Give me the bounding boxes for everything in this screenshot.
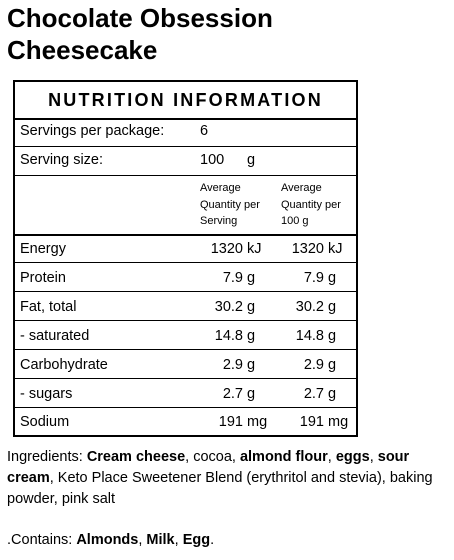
column-header-line: Quantity per: [281, 198, 341, 211]
serving-size-value: 100: [200, 152, 225, 168]
nutrient-label: Energy: [20, 241, 66, 257]
per-serving-unit: g: [247, 328, 256, 344]
allergen-name: Almonds: [76, 532, 139, 548]
nutrition-panel: NUTRITION INFORMATION Servings per packa…: [13, 80, 358, 437]
per-100g-value: 14.8: [295, 328, 324, 344]
per-100g-unit: g: [328, 328, 337, 344]
divider: [15, 118, 356, 120]
per-serving-value: 191: [218, 414, 243, 430]
nutrient-label: - sugars: [20, 386, 73, 402]
ingredients-label: Ingredients:: [7, 449, 87, 465]
per-serving-unit: mg: [247, 414, 268, 430]
servings-value: 6: [200, 123, 209, 139]
divider: [15, 262, 356, 263]
allergen-ingredient: eggs: [335, 449, 370, 465]
allergen-statement: .Contains: Almonds, Milk, Egg.: [7, 530, 214, 550]
column-header-line: Average: [281, 182, 322, 194]
nutrient-label: Sodium: [20, 414, 70, 430]
per-100g-unit: g: [328, 386, 337, 402]
allergen-ingredient: Cream cheese: [86, 449, 186, 465]
nutrient-label: Fat, total: [20, 299, 77, 315]
contains-separator: ,: [138, 532, 147, 548]
divider: [15, 320, 356, 321]
ingredients-statement: Ingredients: Cream cheese, cocoa, almond…: [7, 447, 452, 510]
column-header-line: 100 g: [281, 215, 309, 227]
per-100g-value: 1320: [291, 241, 324, 257]
per-100g-unit: g: [328, 357, 337, 373]
ingredients-text: , cocoa,: [185, 449, 240, 465]
ingredients-text: ,: [369, 449, 378, 465]
allergen-ingredient: almond flour: [239, 449, 328, 465]
divider: [15, 378, 356, 379]
divider: [15, 175, 356, 176]
per-serving-unit: g: [247, 357, 256, 373]
product-title-line-2: Cheesecake: [7, 35, 158, 65]
per-100g-value: 191: [299, 414, 324, 430]
serving-size-label: Serving size:: [20, 152, 104, 168]
divider: [15, 407, 356, 408]
divider: [15, 146, 356, 147]
per-100g-value: 30.2: [295, 299, 324, 315]
per-100g-unit: g: [328, 270, 337, 286]
allergen-ingredient: sour cream: [7, 449, 410, 486]
contains-separator: ,: [174, 532, 183, 548]
per-serving-value: 2.7: [222, 386, 243, 402]
column-header-line: Serving: [200, 215, 238, 227]
product-title-line-1: Chocolate Obsession: [7, 3, 273, 33]
panel-heading: NUTRITION INFORMATION: [48, 90, 323, 110]
per-100g-value: 2.7: [303, 386, 324, 402]
per-serving-unit: kJ: [247, 241, 262, 257]
ingredients-text: , Keto Place Sweetener Blend (erythritol…: [7, 470, 433, 507]
contains-label: .Contains:: [7, 532, 77, 548]
column-header-line: Quantity per: [200, 198, 260, 211]
serving-size-unit: g: [247, 152, 256, 168]
per-serving-value: 14.8: [214, 328, 243, 344]
divider: [15, 349, 356, 350]
per-100g-unit: kJ: [328, 241, 343, 257]
nutrient-label: Protein: [20, 270, 66, 286]
allergen-name: Milk: [146, 532, 175, 548]
servings-label: Servings per package:: [20, 123, 165, 139]
divider: [15, 234, 356, 236]
per-100g-value: 2.9: [303, 357, 324, 373]
divider: [15, 291, 356, 292]
contains-separator: .: [210, 532, 215, 548]
per-serving-value: 1320: [210, 241, 243, 257]
column-header-per-100g: Average Quantity per 100 g: [281, 180, 361, 230]
product-title: Chocolate Obsession Cheesecake: [7, 2, 273, 66]
per-100g-unit: mg: [328, 414, 349, 430]
per-serving-unit: g: [247, 386, 256, 402]
nutrient-label: - saturated: [20, 328, 90, 344]
allergen-name: Egg: [182, 532, 211, 548]
column-header-per-serving: Average Quantity per Serving: [200, 180, 285, 230]
per-serving-value: 30.2: [214, 299, 243, 315]
per-serving-unit: g: [247, 270, 256, 286]
per-100g-value: 7.9: [303, 270, 324, 286]
ingredients-text: ,: [327, 449, 336, 465]
column-header-line: Average: [200, 182, 241, 194]
nutrient-label: Carbohydrate: [20, 357, 108, 373]
per-serving-unit: g: [247, 299, 256, 315]
per-serving-value: 7.9: [222, 270, 243, 286]
per-100g-unit: g: [328, 299, 337, 315]
per-serving-value: 2.9: [222, 357, 243, 373]
